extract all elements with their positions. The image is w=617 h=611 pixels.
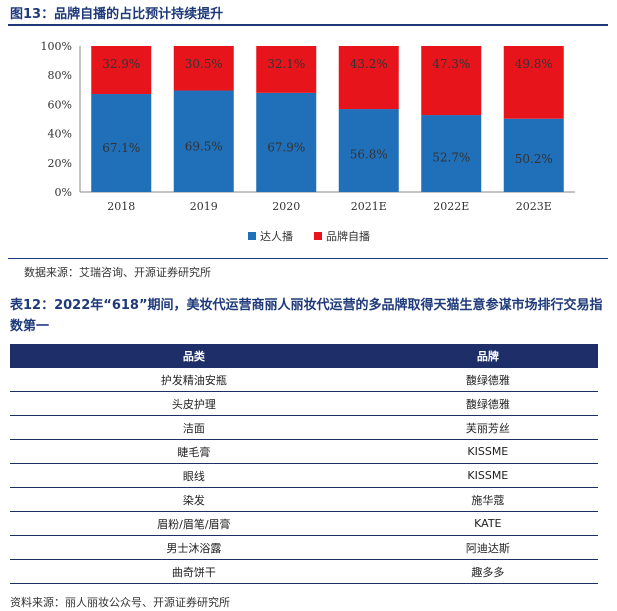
cell-category: 洁面: [10, 415, 378, 440]
cell-brand: KATE: [377, 511, 598, 536]
data-label: 67.1%: [102, 141, 140, 155]
data-label: 56.8%: [350, 148, 388, 162]
cell-category: 眼线: [10, 463, 378, 488]
header-brand: 品牌: [377, 344, 598, 368]
cell-category: 染发: [10, 487, 378, 512]
table-source: 资料来源：丽人丽妆公众号、开源证券研究所: [10, 596, 230, 609]
cell-category: 睫毛膏: [10, 439, 378, 464]
y-tick-label: 60%: [48, 98, 72, 111]
y-tick-label: 80%: [48, 69, 72, 82]
y-tick-label: 20%: [48, 157, 72, 170]
legend-swatch-brand: [314, 232, 322, 240]
cell-brand: KISSME: [377, 463, 598, 488]
legend-label: 达人播: [260, 229, 293, 243]
cell-brand: 馥绿德雅: [377, 391, 598, 416]
bar-talent-2020: [256, 92, 317, 192]
data-label: 67.9%: [267, 140, 305, 154]
bar-brand-2022E: [421, 46, 482, 116]
figure-source: 数据来源：艾瑞咨询、开源证券研究所: [24, 266, 211, 279]
stacked-bar-chart: 0% 20% 40% 60% 80% 100% 67.1% 32.9% 2018 69.5% 30…: [41, 40, 575, 243]
bar-brand-2023E: [503, 46, 564, 119]
data-label: 43.2%: [350, 57, 388, 71]
table-row: 染发 施华蔻: [10, 487, 598, 512]
figure-source-rule: [8, 258, 608, 259]
x-tick-label: 2022E: [433, 200, 469, 213]
data-label: 47.3%: [432, 57, 470, 71]
bar-brand-2018: [91, 46, 152, 95]
table-row: 睫毛膏 KISSME: [10, 439, 598, 464]
figure-title-rule: [8, 24, 608, 26]
figure-title: 图13：品牌自播的占比预计持续提升: [10, 7, 224, 22]
data-label: 69.5%: [185, 139, 223, 153]
bar-brand-2019: [173, 46, 234, 91]
x-tick-label: 2021E: [351, 200, 387, 213]
bar-talent-2021E: [338, 109, 399, 192]
x-tick-label: 2019: [190, 200, 218, 213]
data-label: 52.7%: [432, 150, 470, 164]
x-tick-label: 2020: [272, 200, 300, 213]
bar-talent-2023E: [503, 118, 564, 192]
brand-table: 品类 品牌 护发精油安瓶 馥绿德雅 头皮护理 馥绿德雅 洁面 芙丽芳丝 睫毛膏 KISSME 眼线…: [10, 344, 598, 584]
table-row: 头皮护理 馥绿德雅: [10, 391, 598, 416]
table-row: 洁面 芙丽芳丝: [10, 415, 598, 440]
data-label: 32.1%: [267, 57, 305, 71]
cell-brand: 阿迪达斯: [377, 535, 598, 560]
x-tick-label: 2023E: [516, 200, 552, 213]
data-label: 30.5%: [185, 57, 223, 71]
cell-brand: 施华蔻: [377, 487, 598, 512]
table-header-row: 品类 品牌: [10, 344, 598, 368]
x-tick-label: 2018: [107, 200, 135, 213]
table-title: 表12：2022年“618”期间，美妆代运营商丽人丽妆代运营的多品牌取得天猫生意…: [10, 298, 603, 334]
bar-brand-2021E: [338, 46, 399, 110]
bar-talent-2022E: [421, 115, 482, 192]
cell-category: 头皮护理: [10, 391, 378, 416]
legend-label: 品牌自播: [326, 229, 370, 243]
cell-brand: 馥绿德雅: [377, 368, 598, 392]
bar-brand-2020: [256, 46, 317, 93]
y-tick-label: 40%: [48, 128, 72, 141]
y-tick-label: 0%: [55, 186, 72, 199]
cell-category: 男士沐浴露: [10, 535, 378, 560]
data-label: 50.2%: [515, 152, 553, 166]
cell-brand: 趣多多: [377, 559, 598, 584]
data-label: 32.9%: [102, 57, 140, 71]
cell-category: 眉粉/眉笔/眉膏: [10, 511, 378, 536]
legend-swatch-talent: [248, 232, 256, 240]
table-row: 曲奇饼干 趣多多: [10, 559, 598, 584]
table-row: 男士沐浴露 阿迪达斯: [10, 535, 598, 560]
bar-talent-2018: [91, 94, 152, 192]
table-row: 眼线 KISSME: [10, 463, 598, 488]
data-label: 49.8%: [515, 57, 553, 71]
header-category: 品类: [10, 344, 378, 368]
cell-brand: KISSME: [377, 439, 598, 464]
cell-brand: 芙丽芳丝: [377, 415, 598, 440]
cell-category: 曲奇饼干: [10, 559, 378, 584]
table-row: 护发精油安瓶 馥绿德雅: [10, 368, 598, 392]
cell-category: 护发精油安瓶: [10, 368, 378, 392]
y-tick-label: 100%: [41, 40, 72, 53]
table-row: 眉粉/眉笔/眉膏 KATE: [10, 511, 598, 536]
bar-talent-2019: [173, 90, 234, 192]
